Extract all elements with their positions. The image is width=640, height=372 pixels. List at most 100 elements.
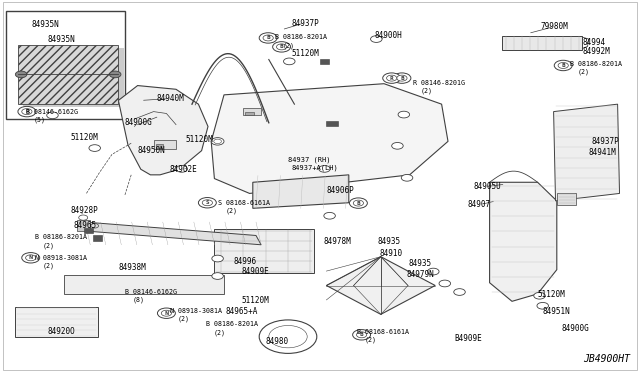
Text: (2): (2) — [214, 329, 226, 336]
Bar — [156, 144, 163, 148]
Bar — [93, 235, 102, 241]
Text: 84900H: 84900H — [374, 31, 402, 40]
Circle shape — [537, 302, 548, 309]
Text: 84910: 84910 — [380, 249, 403, 258]
Circle shape — [428, 268, 439, 275]
Text: 84905U: 84905U — [474, 182, 501, 191]
Circle shape — [89, 145, 100, 151]
Circle shape — [439, 280, 451, 287]
Text: 84935: 84935 — [378, 237, 401, 246]
Text: 84965: 84965 — [74, 221, 97, 230]
Circle shape — [212, 255, 223, 262]
Circle shape — [353, 330, 371, 340]
Circle shape — [353, 200, 364, 206]
Circle shape — [212, 273, 223, 279]
Circle shape — [273, 42, 291, 52]
Circle shape — [157, 308, 175, 318]
Text: 79980M: 79980M — [541, 22, 568, 31]
Text: 84951N: 84951N — [543, 307, 570, 316]
Bar — [18, 45, 118, 104]
Text: 84920O: 84920O — [48, 327, 76, 336]
Bar — [84, 228, 93, 233]
Bar — [77, 220, 90, 231]
Text: R 08146-8201G: R 08146-8201G — [413, 80, 465, 86]
Circle shape — [18, 106, 36, 117]
Text: 84979N: 84979N — [406, 270, 434, 279]
Text: (2): (2) — [577, 69, 589, 76]
Circle shape — [454, 289, 465, 295]
Circle shape — [198, 198, 216, 208]
Circle shape — [397, 75, 407, 81]
Polygon shape — [118, 86, 208, 175]
Text: B: B — [280, 44, 284, 49]
Circle shape — [371, 36, 382, 42]
Polygon shape — [23, 48, 124, 107]
Text: (5): (5) — [33, 116, 45, 123]
Text: B 08186-8201A: B 08186-8201A — [570, 61, 621, 67]
Text: B 08186-8201A: B 08186-8201A — [206, 321, 258, 327]
Text: B: B — [360, 332, 364, 337]
Text: N 08918-3081A: N 08918-3081A — [170, 308, 221, 314]
Text: (2): (2) — [177, 315, 189, 322]
Text: 84906P: 84906P — [326, 186, 354, 195]
Circle shape — [349, 198, 367, 208]
Circle shape — [47, 112, 58, 119]
Text: 84900G: 84900G — [125, 118, 152, 127]
Circle shape — [387, 75, 397, 81]
Text: 84994: 84994 — [582, 38, 605, 47]
Text: 84937P: 84937P — [291, 19, 319, 28]
Text: 84941M: 84941M — [589, 148, 616, 157]
Bar — [502, 36, 582, 50]
Polygon shape — [211, 84, 448, 193]
Polygon shape — [214, 229, 314, 273]
Circle shape — [356, 332, 367, 338]
Circle shape — [276, 44, 287, 50]
Circle shape — [22, 109, 32, 115]
Circle shape — [26, 255, 36, 261]
Bar — [245, 112, 254, 115]
Text: (2): (2) — [43, 263, 55, 269]
Text: 84980: 84980 — [266, 337, 289, 346]
Text: B: B — [400, 76, 404, 81]
Polygon shape — [326, 257, 435, 314]
Text: N: N — [29, 255, 33, 260]
Bar — [243, 108, 261, 115]
Text: 84940M: 84940M — [157, 94, 184, 103]
Text: 84900G: 84900G — [562, 324, 589, 333]
Text: S 08168-6161A: S 08168-6161A — [218, 200, 269, 206]
Text: 84935: 84935 — [408, 259, 431, 268]
Text: 51120M: 51120M — [186, 135, 213, 144]
Circle shape — [383, 73, 401, 83]
Text: 84937 (RH): 84937 (RH) — [288, 157, 330, 163]
Circle shape — [554, 60, 572, 71]
Text: 84965+A: 84965+A — [226, 307, 259, 316]
Text: (2): (2) — [283, 42, 295, 49]
Text: 84937+A(LH): 84937+A(LH) — [291, 165, 338, 171]
Bar — [6, 11, 125, 119]
Text: 84938M: 84938M — [118, 263, 146, 272]
Text: B 08186-8201A: B 08186-8201A — [35, 234, 87, 240]
Circle shape — [393, 73, 411, 83]
Text: N 08918-3081A: N 08918-3081A — [35, 255, 87, 261]
Polygon shape — [85, 222, 261, 245]
Polygon shape — [490, 182, 557, 301]
Text: B 08186-8201A: B 08186-8201A — [275, 34, 327, 40]
Circle shape — [558, 62, 568, 68]
Text: (8): (8) — [132, 297, 145, 304]
Circle shape — [202, 200, 212, 206]
Bar — [320, 59, 329, 64]
Text: B: B — [266, 35, 270, 41]
Text: 51120M: 51120M — [70, 133, 98, 142]
Text: 84978M: 84978M — [323, 237, 351, 246]
Text: 51120M: 51120M — [292, 49, 319, 58]
Text: 84935N: 84935N — [32, 20, 60, 29]
Circle shape — [109, 71, 121, 78]
Circle shape — [161, 310, 172, 316]
Text: B4909E: B4909E — [454, 334, 482, 343]
Bar — [326, 121, 338, 126]
Text: B: B — [561, 63, 565, 68]
Text: R: R — [390, 76, 394, 81]
Text: 84950N: 84950N — [138, 146, 165, 155]
Text: 51120M: 51120M — [538, 290, 565, 299]
Text: R: R — [25, 109, 29, 114]
